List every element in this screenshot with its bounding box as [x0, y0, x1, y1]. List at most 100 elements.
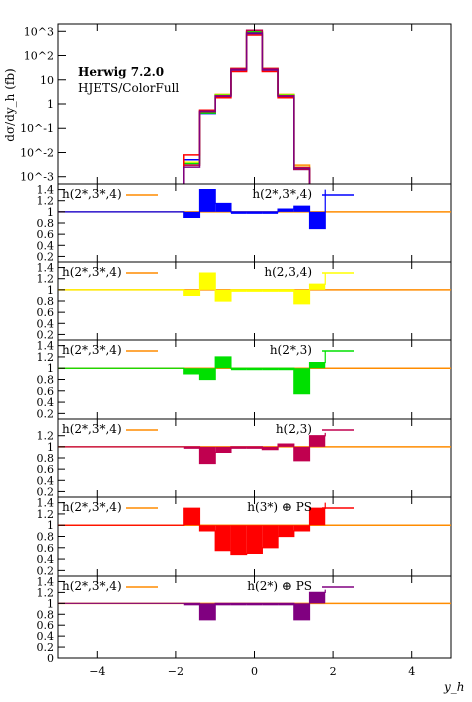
ratio4-bar-3 [230, 446, 247, 449]
ratio5-bar-8 [309, 508, 326, 526]
x-axis-label: y_h [443, 680, 465, 694]
ratio6-ytick-label-0: 1.4 [37, 575, 55, 588]
ratio5-ratio-line [58, 502, 326, 556]
ratio6-bar-4 [246, 603, 263, 606]
ratio5-bar-2 [215, 525, 231, 551]
top-ytick-label-2: 10 [40, 74, 54, 87]
ratio3-ytick-label-5: 0.4 [37, 396, 55, 409]
x-tick-label-3: 2 [330, 665, 337, 678]
ratio1-ytick-label-1: 1.2 [37, 195, 55, 208]
ratio6-ytick-label-5: 0.4 [37, 630, 55, 643]
ratio2-bar-3 [230, 289, 247, 292]
ratio4-bar-8 [309, 435, 326, 447]
ratio5-bar-7 [293, 525, 310, 531]
ratio2-legend-label: h(2,3,4) [264, 265, 312, 279]
x-tick-label-0: −4 [89, 665, 105, 678]
ratio3-bar-3 [230, 368, 247, 371]
ratio2-ratio-line [58, 272, 326, 305]
ratio4-bar-5 [262, 446, 279, 450]
ratio3-bar-5 [262, 368, 279, 371]
ratio5-bar-1 [199, 525, 216, 531]
ratio1-bar-8 [309, 211, 326, 229]
ratio1-ytick-label-4: 0.6 [37, 228, 55, 241]
ratio5-ytick-label-6: 0.2 [37, 564, 55, 577]
ratio1-ratio-line [58, 188, 326, 230]
ratio6-bar-1 [199, 603, 216, 620]
top-ytick-label-6: 10^-3 [20, 171, 54, 184]
ratio4-bar-6 [278, 444, 294, 447]
ratio2-bar-0 [183, 289, 200, 296]
ratio2-ytick-label-6: 0.2 [37, 328, 55, 341]
ratio5-bar-6 [278, 525, 294, 537]
top-series-line-6 [183, 32, 311, 184]
ratio2-bar-1 [199, 273, 216, 290]
top-ytick-label-1: 10^2 [24, 50, 54, 63]
ratio3-ytick-label-1: 1.2 [37, 351, 55, 364]
ratio3-bar-8 [309, 362, 326, 369]
ratio6-ytick-label-1: 1.2 [37, 586, 55, 599]
ratio4-bar-7 [293, 446, 310, 461]
ratio2-ytick-label-3: 0.8 [37, 295, 55, 308]
ratio3-bar-7 [293, 368, 310, 394]
ratio5-bar-0 [183, 508, 200, 526]
ratio5-ytick-label-4: 0.6 [37, 542, 55, 555]
ratio2-bar-8 [309, 284, 326, 290]
ratio4-legend-label: h(2,3) [276, 422, 312, 436]
ratio6-bar-8 [309, 592, 326, 604]
ratio2-bar-7 [293, 289, 310, 304]
ratio4-bar-1 [199, 446, 216, 464]
ratio6-bar-5 [262, 603, 279, 606]
ratio3-legend-label: h(2*,3) [270, 343, 312, 357]
ratio5-ytick-label-0: 1.4 [37, 497, 55, 510]
ratio3-legend-reference: h(2*,3*,4) [62, 343, 122, 357]
ratio5-ytick-label-2: 1 [47, 519, 54, 532]
ratio2-bar-5 [262, 289, 279, 292]
ratio2-bar-4 [246, 289, 263, 292]
ratio4-ytick-label-0: 1.2 [37, 430, 55, 443]
ratio3-bar-2 [215, 356, 231, 369]
ratio2-ytick-label-0: 1.4 [37, 262, 55, 275]
ratio3-bar-6 [278, 368, 294, 371]
ratio6-ytick-label-6: 0.2 [37, 641, 55, 654]
ratio3-ytick-label-3: 0.8 [37, 374, 55, 387]
ratio3-ytick-label-2: 1 [47, 362, 54, 375]
ratio3-bar-0 [183, 368, 200, 374]
ratio5-bar-5 [262, 525, 279, 548]
x-tick-label-2: 0 [251, 665, 258, 678]
ratio5-legend-reference: h(2*,3*,4) [62, 500, 122, 514]
ratio3-ratio-line [58, 351, 326, 395]
ratio1-bar-1 [199, 189, 216, 212]
ratio2-bar-6 [278, 289, 294, 292]
ratio1-ytick-label-6: 0.2 [37, 250, 55, 263]
top-panel-ylabel: dσ/dy_h (fb) [3, 68, 17, 141]
ratio5-bar-3 [230, 525, 247, 555]
ratio4-bar-4 [246, 446, 263, 449]
ratio1-legend-reference: h(2*,3*,4) [62, 187, 122, 201]
ratio1-bar-6 [278, 209, 294, 212]
ratio6-ytick-label-4: 0.6 [37, 619, 55, 632]
ratio6-legend-label: h(2*) ⊕ PS [247, 579, 312, 593]
top-panel-annotation-line2: HJETS/ColorFull [78, 81, 179, 95]
ratio4-bar-2 [215, 446, 231, 453]
ratio1-ytick-label-5: 0.4 [37, 239, 55, 252]
top-ytick-label-3: 1 [47, 98, 54, 111]
ratio1-bar-5 [262, 211, 279, 214]
top-panel-frame [57, 23, 452, 185]
ratio4-ytick-label-3: 0.6 [37, 463, 55, 476]
ratio2-ytick-label-5: 0.4 [37, 317, 55, 330]
ratio6-legend-reference: h(2*,3*,4) [62, 579, 122, 593]
ratio4-ratio-line [58, 432, 326, 465]
ratio1-bar-0 [183, 211, 200, 218]
x-tick-label-4: 4 [408, 665, 415, 678]
ratio6-bar-2 [215, 603, 231, 606]
ratio4-ytick-label-1: 1 [47, 441, 54, 454]
ratio6-ratio-line [58, 589, 326, 621]
x-tick-label-1: −2 [168, 665, 184, 678]
ratio3-bar-4 [246, 368, 263, 371]
ratio5-ytick-label-1: 1.2 [37, 508, 55, 521]
ratio2-bar-2 [215, 289, 231, 301]
ratio2-ytick-label-4: 0.6 [37, 306, 55, 319]
ratio1-ytick-label-3: 0.8 [37, 217, 55, 230]
